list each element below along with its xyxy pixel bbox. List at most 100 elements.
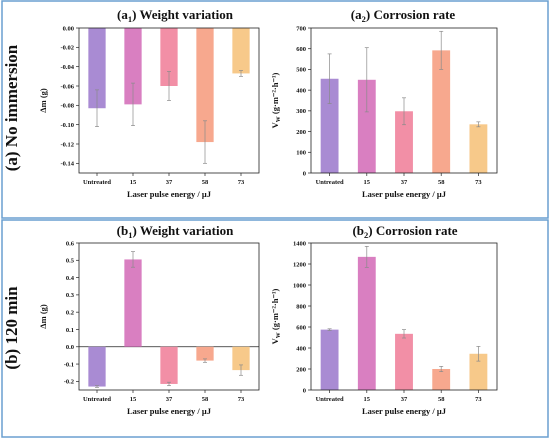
bar — [232, 346, 250, 371]
x-tick-label: 15 — [130, 179, 137, 186]
x-tick-label: 37 — [166, 396, 173, 403]
title-suffix: ) Weight variation — [132, 223, 234, 238]
y-tick-label: 0.6 — [66, 240, 75, 247]
chart-title: (a1) Weight variation — [117, 7, 234, 24]
y-tick-label: 300 — [296, 108, 306, 115]
y-tick-label: -0.12 — [60, 141, 74, 148]
y-axis-label: Δm (g) — [38, 88, 48, 113]
row-a-panel — [1, 0, 549, 219]
x-tick-label: 73 — [475, 179, 482, 186]
title-prefix: (a — [351, 7, 362, 22]
y-tick-label: 0.0 — [66, 344, 74, 351]
bar — [432, 50, 451, 173]
plot-frame — [78, 242, 260, 391]
x-tick-label: 15 — [130, 396, 137, 403]
title-suffix: ) Weight variation — [132, 7, 234, 22]
x-tick-label: 58 — [202, 396, 209, 403]
y-tick-label: 0 — [303, 387, 306, 394]
title-subscript: 1 — [128, 230, 132, 240]
y-tick-label: 0.2 — [66, 309, 74, 316]
y-tick-label: 500 — [296, 67, 306, 74]
y-tick-label: 200 — [296, 366, 306, 373]
x-tick-label: 37 — [401, 179, 408, 186]
y-tick-label: 0.4 — [66, 275, 75, 282]
chart-title: (b1) Weight variation — [117, 223, 234, 240]
title-prefix: (a — [117, 7, 128, 22]
y-tick-label: 1000 — [293, 282, 306, 289]
bar — [395, 333, 413, 390]
bar — [124, 259, 142, 347]
y-tick-label: 600 — [296, 46, 306, 53]
y-tick-label: 0.00 — [63, 25, 74, 32]
plot-frame — [78, 27, 260, 174]
x-tick-label: 15 — [364, 396, 371, 403]
bar — [160, 28, 178, 86]
y-tick-label: -0.10 — [60, 122, 74, 129]
title-suffix: ) Corrosion rate — [366, 7, 456, 22]
y-tick-label: -0.14 — [60, 161, 74, 168]
y-tick-label: 400 — [296, 87, 306, 94]
x-tick-label: Untreated — [83, 396, 111, 403]
x-tick-label: 58 — [202, 179, 209, 186]
title-subscript: 2 — [364, 230, 368, 240]
y-tick-label: 0.3 — [66, 292, 75, 299]
x-tick-label: 73 — [238, 396, 245, 403]
chart-b2-corrosion-rate: (b2) Corrosion rate 0 200 400 600 800 1000 1200… — [270, 223, 498, 416]
chart-b1-weight-variation: (b1) Weight variation -0.2 -0.1 0.0 0.1 0.2 0.… — [38, 223, 260, 416]
chart-title: (a2) Corrosion rate — [351, 7, 456, 24]
x-axis-label: Laser pulse energy / μJ — [127, 406, 212, 416]
x-tick-label: Untreated — [316, 179, 344, 186]
y-tick-label: 600 — [296, 324, 306, 331]
bar — [88, 28, 106, 109]
title-suffix: ) Corrosion rate — [368, 223, 458, 238]
y-label-units: (g·m⁻²·h⁻¹) — [270, 72, 280, 116]
y-tick-label: 800 — [296, 303, 306, 310]
y-tick-label: 0 — [303, 170, 306, 177]
bar — [320, 78, 339, 173]
y-tick-label: 0.1 — [66, 327, 74, 334]
bar — [88, 346, 106, 387]
y-tick-label: -0.08 — [60, 103, 74, 110]
y-label-subscript: W — [276, 332, 282, 338]
title-subscript: 2 — [362, 14, 366, 24]
bar — [196, 28, 214, 143]
x-tick-label: 58 — [438, 396, 445, 403]
y-tick-label: -0.04 — [60, 64, 74, 71]
x-axis-label: Laser pulse energy / μJ — [362, 189, 447, 199]
title-prefix: (b — [352, 223, 364, 238]
x-tick-label: 37 — [166, 179, 173, 186]
chart-title: (b2) Corrosion rate — [352, 223, 457, 240]
bar — [432, 369, 451, 390]
bar — [469, 353, 488, 390]
title-prefix: (b — [117, 223, 129, 238]
bar — [357, 256, 376, 390]
plot-frame — [310, 27, 498, 174]
bar — [357, 79, 376, 173]
y-label-symbol: V — [270, 121, 280, 128]
plot-frame — [310, 242, 498, 391]
x-tick-label: 15 — [364, 179, 371, 186]
title-subscript: 1 — [128, 14, 132, 24]
row-b-label: (b) 120 min — [2, 286, 21, 370]
y-label-units: (g·m⁻²·h⁻¹) — [270, 288, 280, 332]
y-axis-label: VW (g·m⁻²·h⁻¹) — [270, 288, 282, 344]
y-axis-label: Δm (g) — [38, 304, 48, 329]
x-tick-label: 73 — [238, 179, 245, 186]
bar — [160, 346, 178, 384]
bar — [232, 28, 250, 74]
y-tick-label: 400 — [296, 345, 306, 352]
bar — [469, 124, 488, 173]
y-tick-label: 200 — [296, 129, 306, 136]
x-tick-label: Untreated — [83, 179, 111, 186]
y-tick-label: 1400 — [293, 240, 306, 247]
bar — [395, 111, 413, 173]
x-axis-label: Laser pulse energy / μJ — [127, 189, 212, 199]
y-tick-label: 100 — [296, 150, 306, 157]
x-tick-label: 73 — [475, 396, 482, 403]
bar — [196, 346, 214, 361]
y-tick-label: 700 — [296, 25, 306, 32]
x-tick-label: 37 — [401, 396, 408, 403]
row-a-label: (a) No immersion — [2, 44, 21, 171]
y-label-symbol: V — [270, 337, 280, 344]
